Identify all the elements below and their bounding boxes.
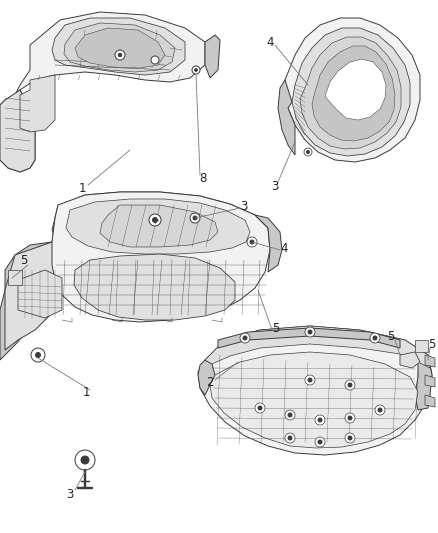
Circle shape [307,150,310,154]
Text: 8: 8 [199,172,207,184]
Text: 1: 1 [78,182,86,195]
Circle shape [190,213,200,223]
Polygon shape [312,46,395,141]
Polygon shape [0,90,35,172]
Polygon shape [52,192,262,260]
Circle shape [315,437,325,447]
Text: 3: 3 [271,180,279,192]
Polygon shape [325,59,386,120]
Polygon shape [425,395,435,407]
Polygon shape [425,355,435,367]
Text: 2: 2 [206,376,214,389]
Circle shape [285,410,295,420]
Circle shape [255,403,265,413]
Circle shape [305,327,315,337]
Circle shape [378,408,382,412]
Circle shape [348,436,352,440]
Circle shape [247,237,257,247]
Polygon shape [64,23,175,72]
Polygon shape [18,270,62,318]
Text: 1: 1 [82,385,90,399]
Circle shape [345,433,355,443]
Circle shape [31,348,45,362]
Circle shape [115,50,125,60]
Polygon shape [292,28,410,156]
Circle shape [118,53,122,57]
Circle shape [348,383,352,387]
Circle shape [318,418,322,422]
Polygon shape [75,28,165,68]
Circle shape [370,333,380,343]
Polygon shape [285,18,420,162]
Circle shape [194,69,198,71]
Polygon shape [210,352,418,448]
Polygon shape [198,326,432,455]
Polygon shape [300,37,401,149]
Polygon shape [20,75,55,132]
Text: 3: 3 [66,488,74,500]
Circle shape [348,416,352,420]
Text: 4: 4 [280,241,288,254]
Polygon shape [415,340,428,352]
Circle shape [151,56,159,64]
Polygon shape [278,80,295,155]
Circle shape [308,378,312,382]
Polygon shape [52,192,270,322]
Circle shape [152,217,158,222]
Circle shape [81,456,89,464]
Circle shape [373,336,377,340]
Circle shape [193,216,197,220]
Polygon shape [0,242,58,360]
Circle shape [304,148,312,156]
Circle shape [75,450,95,470]
Text: 5: 5 [272,321,280,335]
Circle shape [375,405,385,415]
Polygon shape [205,326,430,368]
Circle shape [285,433,295,443]
Text: 5: 5 [387,330,395,343]
Circle shape [288,436,292,440]
Circle shape [250,240,254,244]
Text: 4: 4 [266,36,274,49]
Circle shape [305,375,315,385]
Polygon shape [52,18,185,75]
Circle shape [315,415,325,425]
Circle shape [240,333,250,343]
Polygon shape [5,205,65,350]
Circle shape [318,440,322,444]
Polygon shape [218,328,400,348]
Circle shape [258,406,262,410]
Polygon shape [15,12,205,95]
Circle shape [288,413,292,417]
Text: 3: 3 [240,199,247,213]
Polygon shape [415,355,432,410]
Polygon shape [205,35,220,78]
Circle shape [149,214,161,226]
Polygon shape [8,270,22,285]
Circle shape [35,352,40,358]
Polygon shape [425,375,435,387]
Polygon shape [100,205,218,247]
Circle shape [192,66,200,74]
Polygon shape [66,199,250,254]
Text: 5: 5 [428,338,436,351]
Circle shape [308,330,312,334]
Polygon shape [74,254,235,320]
Polygon shape [255,215,282,272]
Circle shape [345,413,355,423]
Polygon shape [0,90,35,172]
Polygon shape [198,360,215,395]
Circle shape [345,380,355,390]
Text: 5: 5 [20,254,28,268]
Polygon shape [400,352,420,368]
Circle shape [243,336,247,340]
